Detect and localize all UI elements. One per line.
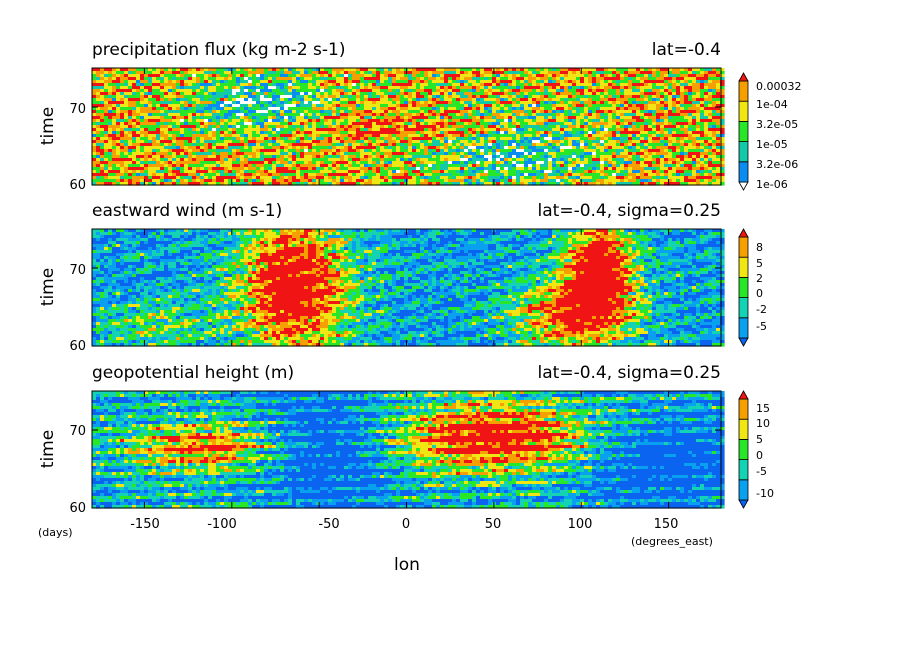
y-tick-label: 60 [69,501,86,516]
colorbar-label: 1e-05 [756,138,788,151]
heatmap-field [91,228,725,347]
colorbar [738,390,749,509]
colorbar [738,72,749,191]
colorbar-label: 5 [756,257,763,270]
panel-eastward-wind: eastward wind (m s-1) lat=-0.4, sigma=0.… [38,201,767,354]
x-axis-label: lon [394,555,420,575]
x-tick-label: 100 [568,517,593,532]
panel-subtitle: lat=-0.4, sigma=0.25 [538,201,721,221]
y-tick-label: 60 [69,178,86,193]
y-tick-label: 60 [69,339,86,354]
panel-title: precipitation flux (kg m-2 s-1) [92,40,345,60]
panel-title: eastward wind (m s-1) [92,201,282,221]
colorbar-label: 8 [756,241,763,254]
panel-subtitle: lat=-0.4 [652,40,721,60]
panel-subtitle: lat=-0.4, sigma=0.25 [538,363,721,383]
panel-geopotential-height: geopotential height (m) lat=-0.4, sigma=… [38,363,774,575]
colorbar-label: 5 [756,433,763,446]
y-axis-unit: (days) [38,526,73,539]
panel-precipitation: precipitation flux (kg m-2 s-1) lat=-0.4… [38,40,802,193]
x-tick-label: 0 [402,517,410,532]
x-tick-label: -100 [207,517,237,532]
colorbar [738,228,749,347]
y-axis-label: time [38,268,58,306]
colorbar-label: 10 [756,417,770,430]
colorbar-label: 2 [756,272,763,285]
heatmap-field [91,67,725,186]
colorbar-label: 3.2e-05 [756,118,798,131]
colorbar-label: 1e-06 [756,178,788,191]
colorbar-label: 15 [756,402,770,415]
colorbar-label: 1e-04 [756,98,788,111]
colorbar-label: -5 [756,320,767,333]
y-tick-label: 70 [69,424,86,439]
colorbar-label: -2 [756,303,767,316]
colorbar-label: -5 [756,465,767,478]
y-axis-label: time [38,107,58,145]
y-tick-label: 70 [69,102,86,117]
x-tick-label: -50 [318,517,339,532]
colorbar-label: 0 [756,287,763,300]
y-axis-label: time [38,430,58,468]
panel-title: geopotential height (m) [92,363,294,383]
colorbar-label: 3.2e-06 [756,158,798,171]
x-axis-unit: (degrees_east) [631,535,713,548]
y-tick-label: 70 [69,263,86,278]
x-tick-label: 50 [485,517,502,532]
colorbar-label: -10 [756,487,774,500]
heatmap-field [91,390,725,509]
colorbar-label: 0 [756,449,763,462]
x-tick-label: 150 [654,517,679,532]
x-tick-label: -150 [130,517,160,532]
colorbar-label: 0.00032 [756,80,802,93]
